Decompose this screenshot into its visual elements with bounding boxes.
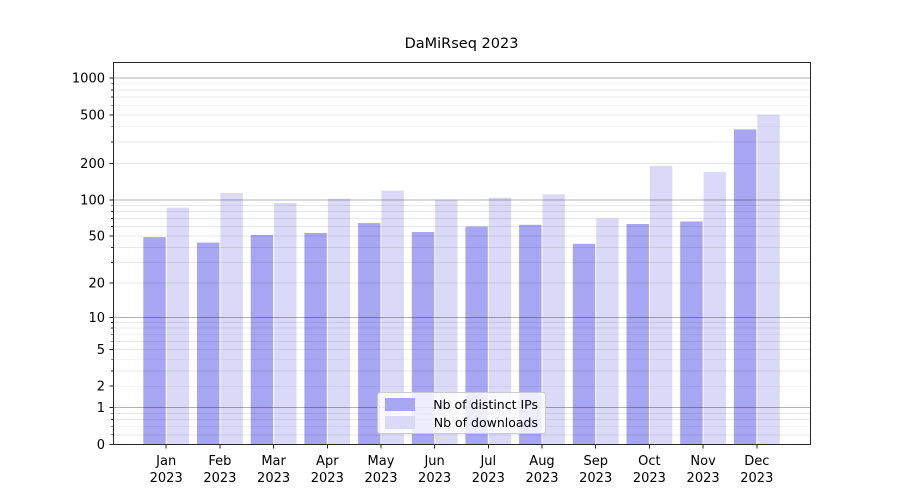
legend-item-distinct-ips: Nb of distinct IPs	[385, 395, 538, 413]
bar-nb-of-downloads-jul	[488, 197, 512, 445]
x-tick-label-sep: Sep	[583, 454, 608, 469]
x-tick-label-jul-year: 2023	[472, 471, 505, 486]
x-tick-label-jun-year: 2023	[418, 471, 451, 486]
legend-swatch-downloads	[385, 415, 415, 429]
x-tick-label-jan-year: 2023	[150, 471, 183, 486]
bar-nb-of-downloads-oct	[649, 166, 673, 445]
x-tick-label-jun: Jun	[423, 454, 444, 469]
x-tick-label-apr-year: 2023	[311, 471, 344, 486]
legend-swatch-distinct-ips	[385, 397, 415, 411]
axis-labels-layer: 0 1 2 5 10 20 50 100 200 500 1000 Jan 2023 Feb 2023 Mar…	[72, 72, 773, 486]
y-tick-label-1000: 1000	[72, 72, 105, 87]
x-tick-label-oct: Oct	[638, 454, 660, 469]
legend-item-downloads: Nb of downloads	[385, 413, 538, 431]
axes-layer	[109, 62, 811, 449]
bar-nb-of-distinct-ips-dec	[733, 129, 757, 445]
y-tick-label-200: 200	[80, 157, 105, 172]
x-tick-label-dec: Dec	[744, 454, 769, 469]
bar-nb-of-downloads-mar	[274, 203, 297, 445]
legend-label-distinct-ips: Nb of distinct IPs	[433, 396, 538, 412]
x-tick-label-mar-year: 2023	[257, 471, 290, 486]
y-tick-label-5: 5	[97, 343, 105, 358]
x-tick-label-apr: Apr	[316, 454, 339, 469]
bar-nb-of-downloads-dec	[757, 114, 780, 445]
bar-nb-of-distinct-ips-sep	[572, 243, 596, 445]
bar-nb-of-distinct-ips-jul	[465, 226, 488, 445]
y-tick-label-2: 2	[97, 380, 105, 395]
bar-nb-of-downloads-sep	[596, 218, 619, 445]
bar-nb-of-downloads-aug	[542, 194, 565, 445]
x-tick-label-nov: Nov	[690, 454, 716, 469]
x-tick-label-feb-year: 2023	[203, 471, 236, 486]
y-tick-label-50: 50	[88, 230, 105, 245]
bar-nb-of-distinct-ips-apr	[304, 233, 327, 445]
bar-nb-of-distinct-ips-jun	[411, 232, 435, 445]
bar-nb-of-distinct-ips-mar	[250, 235, 274, 445]
plot-frame	[113, 62, 811, 445]
bar-nb-of-distinct-ips-feb	[197, 242, 220, 445]
y-tick-label-10: 10	[88, 311, 105, 326]
bar-nb-of-distinct-ips-nov	[680, 221, 703, 445]
y-tick-label-0: 0	[97, 438, 105, 453]
x-tick-label-nov-year: 2023	[687, 471, 720, 486]
legend-label-downloads: Nb of downloads	[433, 414, 538, 430]
y-tick-label-100: 100	[80, 193, 105, 208]
x-tick-label-mar: Mar	[261, 454, 286, 469]
y-tick-label-1: 1	[97, 401, 105, 416]
legend: Nb of distinct IPs Nb of downloads	[377, 392, 546, 434]
y-tick-label-500: 500	[80, 108, 105, 123]
x-tick-label-aug-year: 2023	[525, 471, 558, 486]
x-tick-label-sep-year: 2023	[579, 471, 612, 486]
x-tick-label-may-year: 2023	[364, 471, 397, 486]
x-tick-label-jan: Jan	[155, 454, 176, 469]
x-tick-label-may: May	[368, 454, 395, 469]
bar-nb-of-downloads-apr	[327, 198, 351, 445]
x-tick-label-oct-year: 2023	[633, 471, 666, 486]
y-tick-label-20: 20	[88, 277, 105, 292]
bar-nb-of-downloads-jan	[166, 207, 190, 445]
bar-nb-of-distinct-ips-jan	[143, 237, 166, 445]
bar-nb-of-downloads-feb	[220, 192, 243, 445]
chart-title: DaMiRseq 2023	[404, 36, 519, 52]
x-tick-label-feb: Feb	[208, 454, 231, 469]
x-tick-label-aug: Aug	[529, 454, 554, 469]
x-tick-label-dec-year: 2023	[740, 471, 773, 486]
bar-nb-of-downloads-nov	[703, 171, 726, 445]
gridlines-layer	[114, 77, 810, 436]
x-tick-label-jul: Jul	[479, 454, 496, 469]
